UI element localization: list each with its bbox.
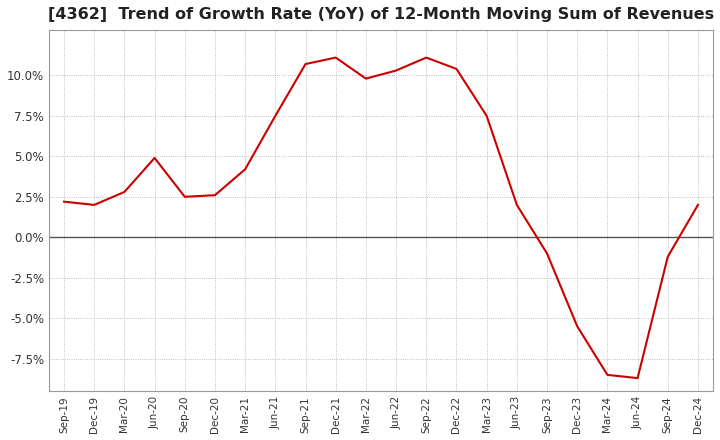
Title: [4362]  Trend of Growth Rate (YoY) of 12-Month Moving Sum of Revenues: [4362] Trend of Growth Rate (YoY) of 12-… (48, 7, 714, 22)
